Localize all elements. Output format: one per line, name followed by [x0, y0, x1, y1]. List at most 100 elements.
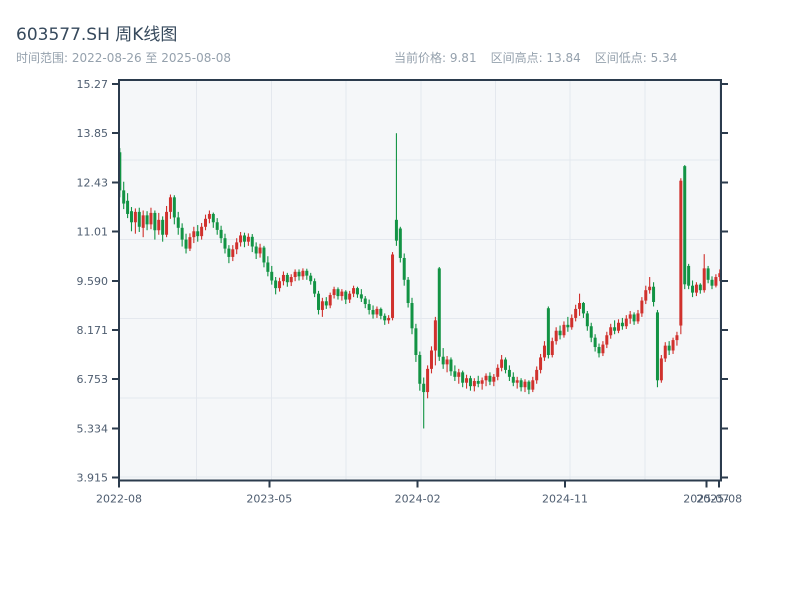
candle — [211, 212, 215, 228]
candle — [558, 325, 562, 340]
candle — [309, 272, 313, 285]
candle — [671, 337, 675, 354]
candle — [157, 212, 161, 235]
candle — [168, 194, 172, 219]
candle — [511, 372, 515, 387]
candle — [640, 297, 644, 317]
candle — [141, 210, 145, 238]
candle — [574, 304, 578, 322]
x-axis-tick-label: 2022-08 — [96, 493, 142, 506]
candle — [648, 277, 652, 294]
y-axis-tick-label: 5.334 — [77, 422, 109, 435]
candle — [706, 265, 710, 284]
candle — [679, 178, 683, 335]
candle — [687, 263, 691, 290]
page-title: 603577.SH 周K线图 — [16, 25, 178, 45]
candle — [702, 254, 706, 293]
x-axis-tick-label: 2024-02 — [395, 493, 441, 506]
candle — [597, 343, 601, 358]
candle — [488, 372, 492, 386]
candle — [239, 231, 243, 247]
candle — [192, 226, 196, 244]
candle — [636, 309, 640, 324]
candle — [383, 313, 387, 325]
candle — [165, 205, 169, 238]
header-subrow: 时间范围: 2022-08-26 至 2025-08-08 当前价格: 9.81… — [0, 49, 800, 67]
candle — [149, 207, 153, 230]
candle — [278, 277, 282, 292]
candle — [406, 277, 410, 308]
candle — [609, 323, 613, 339]
candle — [172, 195, 176, 225]
candle — [624, 315, 628, 330]
candle — [371, 305, 375, 319]
candle — [613, 320, 617, 335]
candle — [126, 193, 130, 219]
candle — [585, 310, 589, 331]
candle — [313, 278, 317, 298]
candle — [418, 351, 422, 391]
y-axis-tick-label: 6.753 — [77, 373, 109, 386]
candle — [394, 133, 398, 246]
y-axis: 15.27 13.85 12.43 11.01 9.590 8.171 6.753 5.334… — [77, 78, 728, 485]
candle — [285, 272, 289, 287]
candle — [581, 301, 585, 318]
candle — [161, 216, 165, 242]
candle — [176, 211, 180, 235]
plot-background — [119, 80, 721, 481]
candle — [500, 354, 504, 372]
candle — [570, 314, 574, 330]
candle — [449, 357, 453, 376]
candle — [246, 233, 250, 246]
candle — [242, 232, 246, 248]
candle — [332, 286, 336, 299]
y-axis-tick-label: 12.43 — [77, 176, 109, 189]
candle — [200, 222, 204, 240]
candle — [387, 315, 391, 324]
candle — [289, 274, 293, 287]
candle — [223, 233, 227, 254]
stat-range-high: 区间高点: 13.84 — [490, 51, 581, 65]
candle — [519, 378, 523, 392]
candle — [601, 341, 605, 357]
candle — [628, 310, 632, 324]
candle — [355, 286, 359, 298]
stat-range-low: 区间低点: 5.34 — [594, 51, 678, 65]
candle — [254, 242, 258, 260]
candle — [328, 292, 332, 309]
candle — [480, 377, 484, 390]
candle — [391, 252, 395, 321]
candle — [184, 233, 188, 254]
candle — [468, 375, 472, 391]
candle — [133, 208, 137, 234]
candle — [566, 316, 570, 332]
candle — [527, 380, 531, 395]
candle — [445, 356, 449, 373]
candle — [137, 207, 141, 232]
candle — [578, 293, 582, 316]
candle — [344, 290, 348, 305]
date-range-label: 时间范围: 2022-08-26 至 2025-08-08 — [16, 51, 231, 65]
candle — [461, 370, 465, 388]
candle — [122, 181, 126, 210]
candle — [274, 277, 278, 295]
candle — [714, 274, 718, 288]
candle — [554, 327, 558, 345]
candle — [250, 234, 254, 253]
candle — [589, 322, 593, 343]
candle — [305, 268, 309, 280]
candle — [535, 366, 539, 384]
candle — [593, 334, 597, 352]
candle — [145, 211, 149, 231]
y-axis-tick-label: 13.85 — [77, 127, 109, 140]
candle — [539, 353, 543, 374]
candle — [433, 316, 437, 366]
candle — [375, 306, 379, 318]
candle — [515, 376, 519, 389]
candle — [652, 282, 656, 307]
candle — [531, 376, 535, 393]
candle — [550, 337, 554, 358]
x-axis-tick-label: 2023-05 — [246, 493, 292, 506]
candle — [562, 321, 566, 338]
